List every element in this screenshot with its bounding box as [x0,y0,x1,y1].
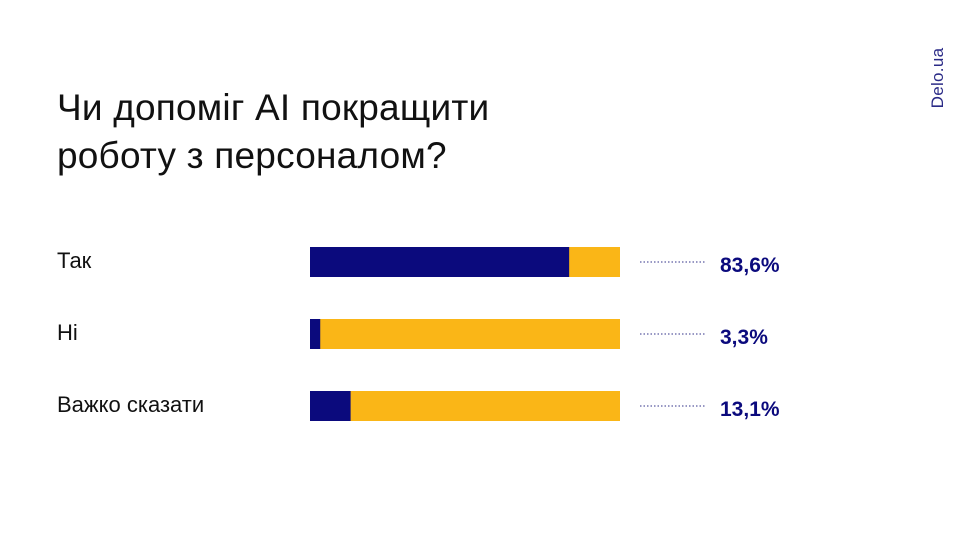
chart-title-line-1: Чи допоміг AI покращити [57,87,490,128]
chart-rows: Так 83,6% Ні 3,3% Важко сказати 13,1% [57,247,780,421]
value-label: 3,3% [720,326,768,349]
category-label: Важко сказати [57,392,204,417]
bar-value [310,247,570,277]
bar-row: Так 83,6% [57,247,780,277]
chart-title-line-2: роботу з персоналом? [57,135,447,176]
value-label: 83,6% [720,254,780,277]
value-label: 13,1% [720,398,780,421]
bar-remainder [310,391,620,421]
bar-value [310,319,321,349]
category-label: Так [57,248,92,273]
bar-row: Ні 3,3% [57,319,768,349]
bar-value [310,391,351,421]
bar-row: Важко сказати 13,1% [57,391,780,421]
chart-title: Чи допоміг AI покращити роботу з персона… [57,84,677,180]
bar-remainder [310,319,620,349]
category-label: Ні [57,320,78,345]
